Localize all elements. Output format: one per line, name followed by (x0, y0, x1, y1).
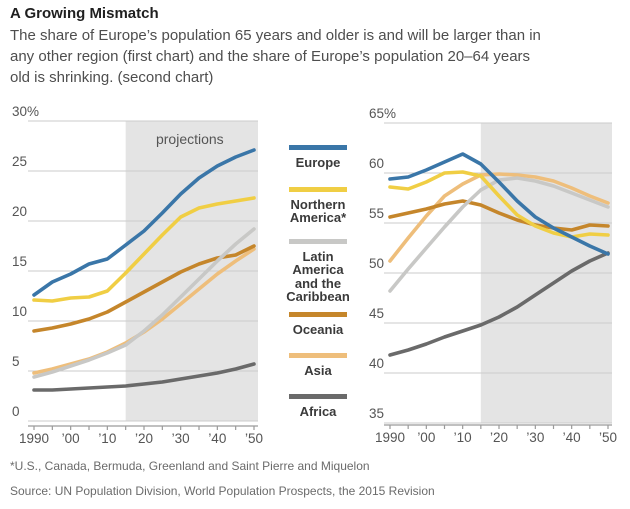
series-line-northern-america (32, 196, 256, 303)
legend-item-asia: Asia (279, 353, 357, 378)
page-title: A Growing Mismatch (10, 5, 159, 22)
source-attribution: Source: UN Population Division, World Po… (10, 484, 435, 498)
legend-item-europe: Europe (279, 145, 357, 170)
y-axis-tick-label: 35 (369, 406, 384, 421)
africa-swatch (289, 393, 347, 399)
series-line-africa (32, 362, 256, 392)
chart-65-and-older: 0 5 10 15 20 25 30% 1990 ’00 ’10 ’20 ’30 ’40 ’50 proje… (12, 104, 263, 446)
y-axis-tick-label: 45 (369, 306, 384, 321)
y-axis-tick-label: 60 (369, 156, 384, 171)
oceania-swatch (289, 311, 347, 317)
series-line-europe (388, 152, 610, 256)
legend-label-northern-america: Northern America* (289, 196, 347, 225)
series-line-oceania (32, 244, 256, 333)
x-axis-tick-label: ’10 (454, 430, 472, 445)
northern-america-swatch (289, 186, 347, 192)
legend-label-oceania: Oceania (292, 321, 344, 337)
subtitle-line-3: old is shrinking. (second chart) (10, 69, 214, 86)
y-axis-tick-label: 65% (369, 106, 396, 121)
legend-item-oceania: Oceania (279, 311, 357, 337)
x-axis-tick-label: ’40 (208, 431, 226, 446)
x-axis-tick-label: ’30 (526, 430, 544, 445)
latin-america-swatch (289, 238, 347, 244)
y-axis-tick-label: 0 (12, 404, 20, 419)
legend-item-latin-america: Latin America and the Caribbean (279, 238, 357, 304)
legend-label-europe: Europe (295, 155, 341, 170)
x-axis-tick-label: ’20 (490, 430, 508, 445)
chart-subtitle: The share of Europe’s population 65 year… (10, 25, 620, 88)
y-axis-tick-label: 20 (12, 204, 27, 219)
y-axis-tick-label: 50 (369, 256, 384, 271)
chart-20-64: 35 40 45 50 55 60 65% 1990 ’00 ’10 ’20 ’30 ’40 ’50 (369, 106, 617, 445)
asia-swatch (289, 353, 347, 358)
projections-annotation: projections (156, 131, 224, 147)
subtitle-line-1: The share of Europe’s population 65 year… (10, 27, 541, 44)
subtitle-line-2: any other region (first chart) and the s… (10, 48, 531, 65)
y-axis-tick-label: 15 (12, 254, 27, 269)
legend: Europe Northern America* Latin America and th… (279, 100, 357, 418)
footnote: *U.S., Canada, Bermuda, Greenland and Sa… (10, 459, 370, 473)
legend-label-africa: Africa (299, 403, 337, 419)
legend-item-northern-america: Northern America* (279, 186, 357, 225)
series-line-africa (388, 251, 610, 357)
y-axis-tick-label: 30% (12, 104, 39, 119)
legend-item-africa: Africa (279, 393, 357, 419)
x-axis-tick-label: 1990 (19, 431, 49, 446)
x-axis-tick-label: ’10 (98, 431, 116, 446)
legend-label-asia: Asia (304, 363, 332, 378)
x-axis-tick-label: ’50 (599, 430, 617, 445)
europe-swatch (289, 145, 347, 150)
x-axis-tick-label: 1990 (375, 430, 405, 445)
y-axis-tick-label: 40 (369, 356, 384, 371)
x-axis-tick-label: ’20 (135, 431, 153, 446)
x-axis-tick-label: ’50 (245, 431, 263, 446)
x-axis-tick-label: ’00 (417, 430, 435, 445)
legend-label-latin-america: Latin America and the Caribbean (286, 248, 350, 304)
y-axis-tick-label: 55 (369, 206, 384, 221)
series-line-europe (32, 148, 256, 297)
y-axis-tick-label: 5 (12, 354, 20, 369)
y-axis-tick-label: 25 (12, 154, 27, 169)
series-line-oceania (388, 199, 610, 232)
x-axis-tick-label: ’40 (563, 430, 581, 445)
x-axis-tick-label: ’30 (172, 431, 190, 446)
series-line-latin-america (32, 227, 256, 379)
x-axis-tick-label: ’00 (62, 431, 80, 446)
y-axis-tick-label: 10 (12, 304, 27, 319)
series-line-asia (388, 172, 610, 263)
